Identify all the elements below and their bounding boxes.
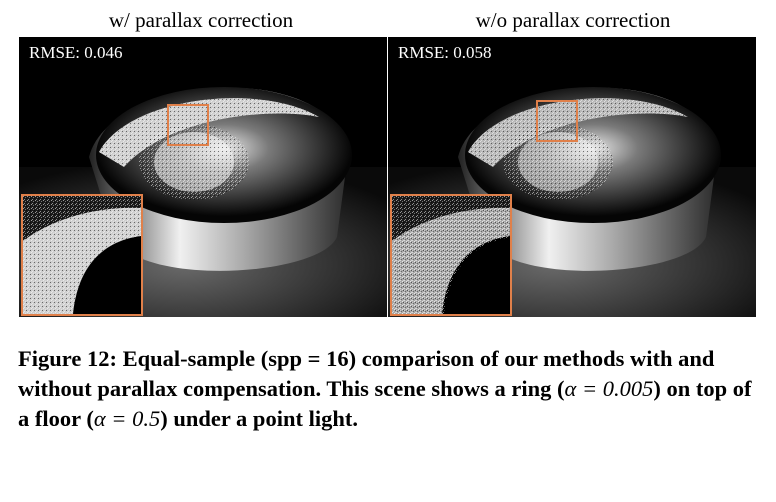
panel-title-right: w/o parallax correction [475, 8, 671, 32]
zoom-inset-right [390, 194, 512, 316]
zoom-inset-image-left [23, 196, 141, 314]
figure-caption: Figure 12: Equal-sample (spp = 16) compa… [18, 344, 762, 434]
zoom-inset-left [21, 194, 143, 316]
caption-text-3: ) under a point light. [160, 406, 358, 431]
roi-box-left [167, 104, 209, 146]
rmse-label-left: RMSE: 0.046 [29, 43, 123, 62]
caption-alpha-ring: α = 0.005 [564, 376, 654, 401]
figure-label: Figure 12: [18, 346, 117, 371]
panel-title-left: w/ parallax correction [108, 8, 294, 32]
render-image-right [388, 37, 756, 317]
render-image-left [19, 37, 387, 317]
render-panel-right: RMSE: 0.058 [388, 37, 756, 317]
caption-text-1: Equal-sample (spp = 16) comparison of ou… [18, 346, 715, 401]
roi-box-right [536, 100, 578, 142]
render-panel-left: RMSE: 0.046 [19, 37, 387, 317]
caption-alpha-floor: α = 0.5 [93, 406, 161, 431]
rmse-label-right: RMSE: 0.058 [398, 43, 492, 62]
zoom-inset-image-right [392, 196, 510, 314]
caption-text-2: ) on top of a floor ( [18, 376, 752, 431]
